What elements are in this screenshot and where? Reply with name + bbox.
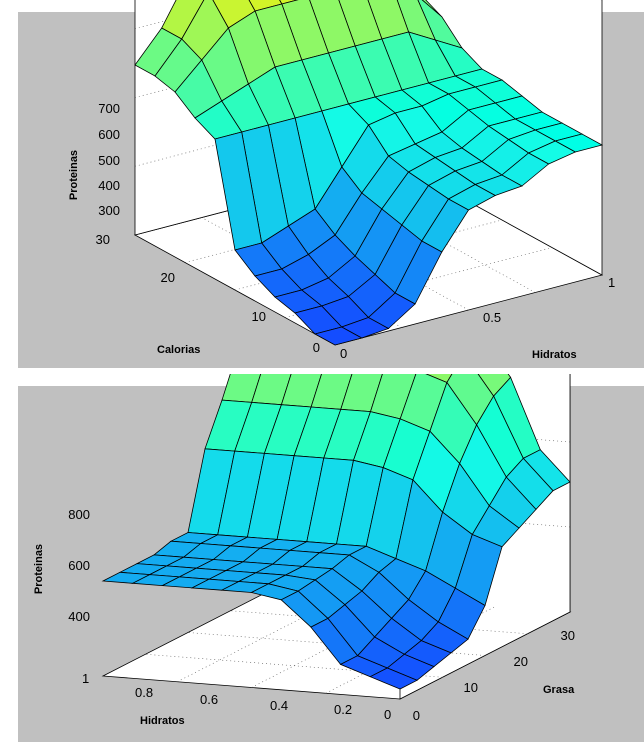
surface-facet: [313, 326, 363, 346]
z-tick-label: 300: [98, 203, 120, 218]
y-tick-label: 20: [161, 270, 175, 285]
surface-plot-hidratos-grasa: 0 0.2 0.4 0.6 0.8 1 0 10 20 30 400 600 800 Hidratos Gr…: [0, 248, 644, 748]
z-tick-label: 400: [98, 178, 120, 193]
y-tick-label: 0: [413, 708, 420, 723]
y-tick-label: 30: [561, 628, 575, 643]
y-axis-label: Grasa: [543, 684, 575, 696]
z-tick-label: 800: [68, 507, 90, 522]
y-tick-label: 20: [514, 654, 528, 669]
y-tick-label: 10: [464, 680, 478, 695]
x-axis-label: Hidratos: [532, 349, 577, 361]
surface-facet: [369, 667, 418, 690]
x-tick-label: 1: [82, 671, 89, 686]
x-tick-label: 1: [608, 275, 615, 290]
z-axis-label: Proteinas: [33, 544, 45, 594]
y-tick-label: 0: [313, 340, 320, 355]
x-tick-label: 0: [340, 346, 347, 361]
z-tick-label: 400: [68, 609, 90, 624]
x-tick-label: 0.4: [270, 698, 288, 713]
surface-plot-calorias-hidratos: 0 0.5 1 0 10 20 30 300 400 500 600 700 Hidratos Calor…: [0, 0, 644, 374]
y-axis-label: Calorias: [157, 344, 200, 356]
x-tick-label: 0.8: [135, 685, 153, 700]
x-tick-label: 0.2: [334, 702, 352, 717]
z-tick-label: 600: [98, 127, 120, 142]
y-tick-label: 10: [252, 309, 266, 324]
z-tick-label: 500: [98, 153, 120, 168]
y-tick-label: 30: [96, 232, 110, 247]
x-tick-label: 0.5: [483, 310, 501, 325]
z-tick-label: 600: [68, 558, 90, 573]
x-tick-label: 0: [384, 707, 391, 722]
surface-plot-1-canvas: 00.510102030300400500600700HidratosCalor…: [18, 0, 644, 368]
z-axis-label: Proteinas: [68, 150, 80, 200]
z-tick-label: 700: [98, 101, 120, 116]
surface-mesh: [134, 0, 604, 346]
x-tick-label: 0.6: [200, 692, 218, 707]
x-axis-label: Hidratos: [140, 715, 185, 727]
surface-plot-2-canvas: 00.20.40.60.810102030400600800HidratosGr…: [18, 248, 644, 742]
